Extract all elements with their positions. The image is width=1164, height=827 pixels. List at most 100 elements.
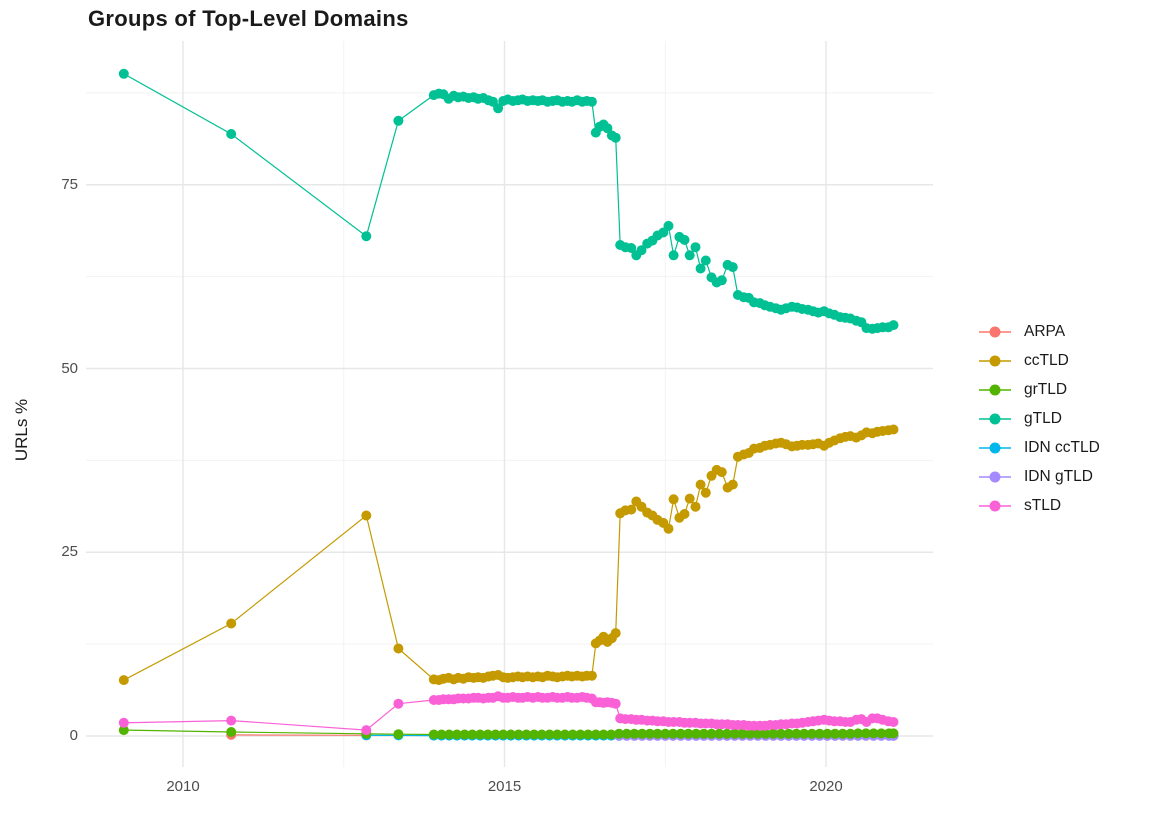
data-point-gtld [586, 96, 597, 107]
data-point-cctld [727, 479, 738, 490]
data-point-grtld [660, 728, 671, 739]
legend-label-stld: sTLD [1024, 497, 1062, 514]
data-point-grtld [691, 728, 702, 739]
data-point-grtld [752, 728, 763, 739]
data-point-gtld [668, 250, 679, 261]
data-point-grtld [226, 727, 237, 737]
data-point-stld [610, 698, 621, 709]
x-tick-label: 2015 [487, 778, 522, 795]
data-point-gtld [690, 242, 701, 253]
data-point-grtld [860, 728, 871, 739]
series-line-gtld [123, 73, 894, 330]
legend-key-stld [979, 500, 1011, 512]
data-point-grtld [436, 729, 447, 740]
x-tick-label: 2020 [809, 778, 843, 795]
data-point-grtld [459, 729, 470, 740]
data-point-grtld [776, 728, 786, 739]
data-point-gtld [700, 255, 711, 266]
data-point-stld [118, 717, 129, 728]
data-point-grtld [644, 728, 655, 739]
data-point-cctld [626, 504, 637, 515]
y-tick-label: 75 [61, 175, 78, 193]
data-point-gtld [226, 129, 237, 139]
data-point-stld [361, 725, 372, 736]
data-point-gtld [610, 132, 621, 143]
data-point-grtld [806, 728, 817, 739]
data-point-gtld [727, 262, 738, 273]
data-point-grtld [575, 729, 586, 740]
data-point-grtld [868, 728, 879, 739]
legend-key-idn-cctld [979, 442, 1011, 454]
legend: ARPA ccTLD grTLD gTLD IDN ccTLD IDN gTLD sTLD [978, 322, 1100, 516]
data-point-grtld [444, 729, 455, 740]
data-point-gtld [118, 68, 129, 79]
legend-item-arpa: ARPA [978, 322, 1100, 342]
legend-label-cctld: ccTLD [1024, 352, 1069, 369]
gridlines-minor [86, 41, 933, 767]
data-point-grtld [668, 728, 678, 739]
chart-title: Groups of Top-Level Domains [88, 6, 409, 31]
data-point-grtld [830, 728, 840, 739]
data-point-grtld [745, 728, 756, 739]
data-point-grtld [876, 728, 887, 739]
data-point-grtld [637, 728, 648, 739]
data-point-gtld [626, 243, 637, 253]
data-point-grtld [722, 728, 732, 739]
data-point-grtld [714, 728, 725, 739]
data-point-grtld [791, 728, 802, 739]
data-point-cctld [888, 424, 899, 435]
data-point-gtld [679, 234, 690, 245]
data-point-cctld [684, 493, 695, 504]
legend-label-gtld: gTLD [1024, 410, 1062, 427]
data-point-cctld [700, 487, 711, 498]
data-point-grtld [451, 729, 462, 740]
data-point-cctld [695, 479, 706, 490]
data-point-grtld [490, 729, 501, 740]
data-point-grtld [505, 729, 516, 740]
data-point-grtld [737, 728, 748, 739]
data-point-cctld [361, 510, 372, 521]
legend-label-idn-cctld: IDN ccTLD [1024, 439, 1100, 456]
data-point-grtld [521, 729, 532, 740]
data-point-grtld [606, 729, 617, 740]
data-point-grtld [513, 729, 524, 740]
data-point-grtld [760, 728, 771, 739]
data-point-cctld [690, 501, 701, 512]
data-point-grtld [845, 728, 856, 739]
data-point-grtld [590, 729, 601, 740]
legend-item-stld: sTLD [978, 496, 1100, 516]
data-point-grtld [683, 728, 694, 739]
data-point-grtld [598, 729, 609, 740]
legend-item-idn-gtld: IDN gTLD [978, 467, 1100, 487]
data-point-grtld [706, 728, 717, 739]
data-point-grtld [498, 729, 509, 740]
data-point-grtld [428, 729, 439, 740]
data-point-grtld [482, 729, 493, 740]
legend-key-idn-gtld [979, 471, 1011, 483]
data-point-grtld [536, 729, 547, 740]
data-point-stld [888, 717, 899, 727]
legend-key-arpa [979, 326, 1011, 338]
data-point-gtld [361, 231, 372, 242]
x-tick-label: 2010 [166, 778, 200, 795]
data-point-cctld [663, 523, 674, 534]
data-point-grtld [799, 728, 810, 739]
y-tick-label: 50 [61, 359, 78, 377]
series-gtld [118, 68, 899, 334]
data-point-cctld [118, 675, 129, 686]
data-point-gtld [888, 320, 899, 331]
data-point-gtld [602, 123, 613, 134]
legend-key-gtld [979, 413, 1011, 425]
legend-label-grtld: grTLD [1024, 381, 1068, 398]
data-point-grtld [822, 728, 833, 739]
data-point-grtld [467, 729, 478, 740]
y-tick-label: 0 [69, 727, 78, 744]
data-point-grtld [888, 728, 899, 739]
data-point-grtld [837, 728, 848, 739]
data-point-cctld [586, 670, 597, 681]
data-point-grtld [652, 728, 663, 739]
series-cctld [118, 424, 899, 686]
data-point-grtld [567, 729, 578, 740]
series-arpa [226, 729, 372, 741]
